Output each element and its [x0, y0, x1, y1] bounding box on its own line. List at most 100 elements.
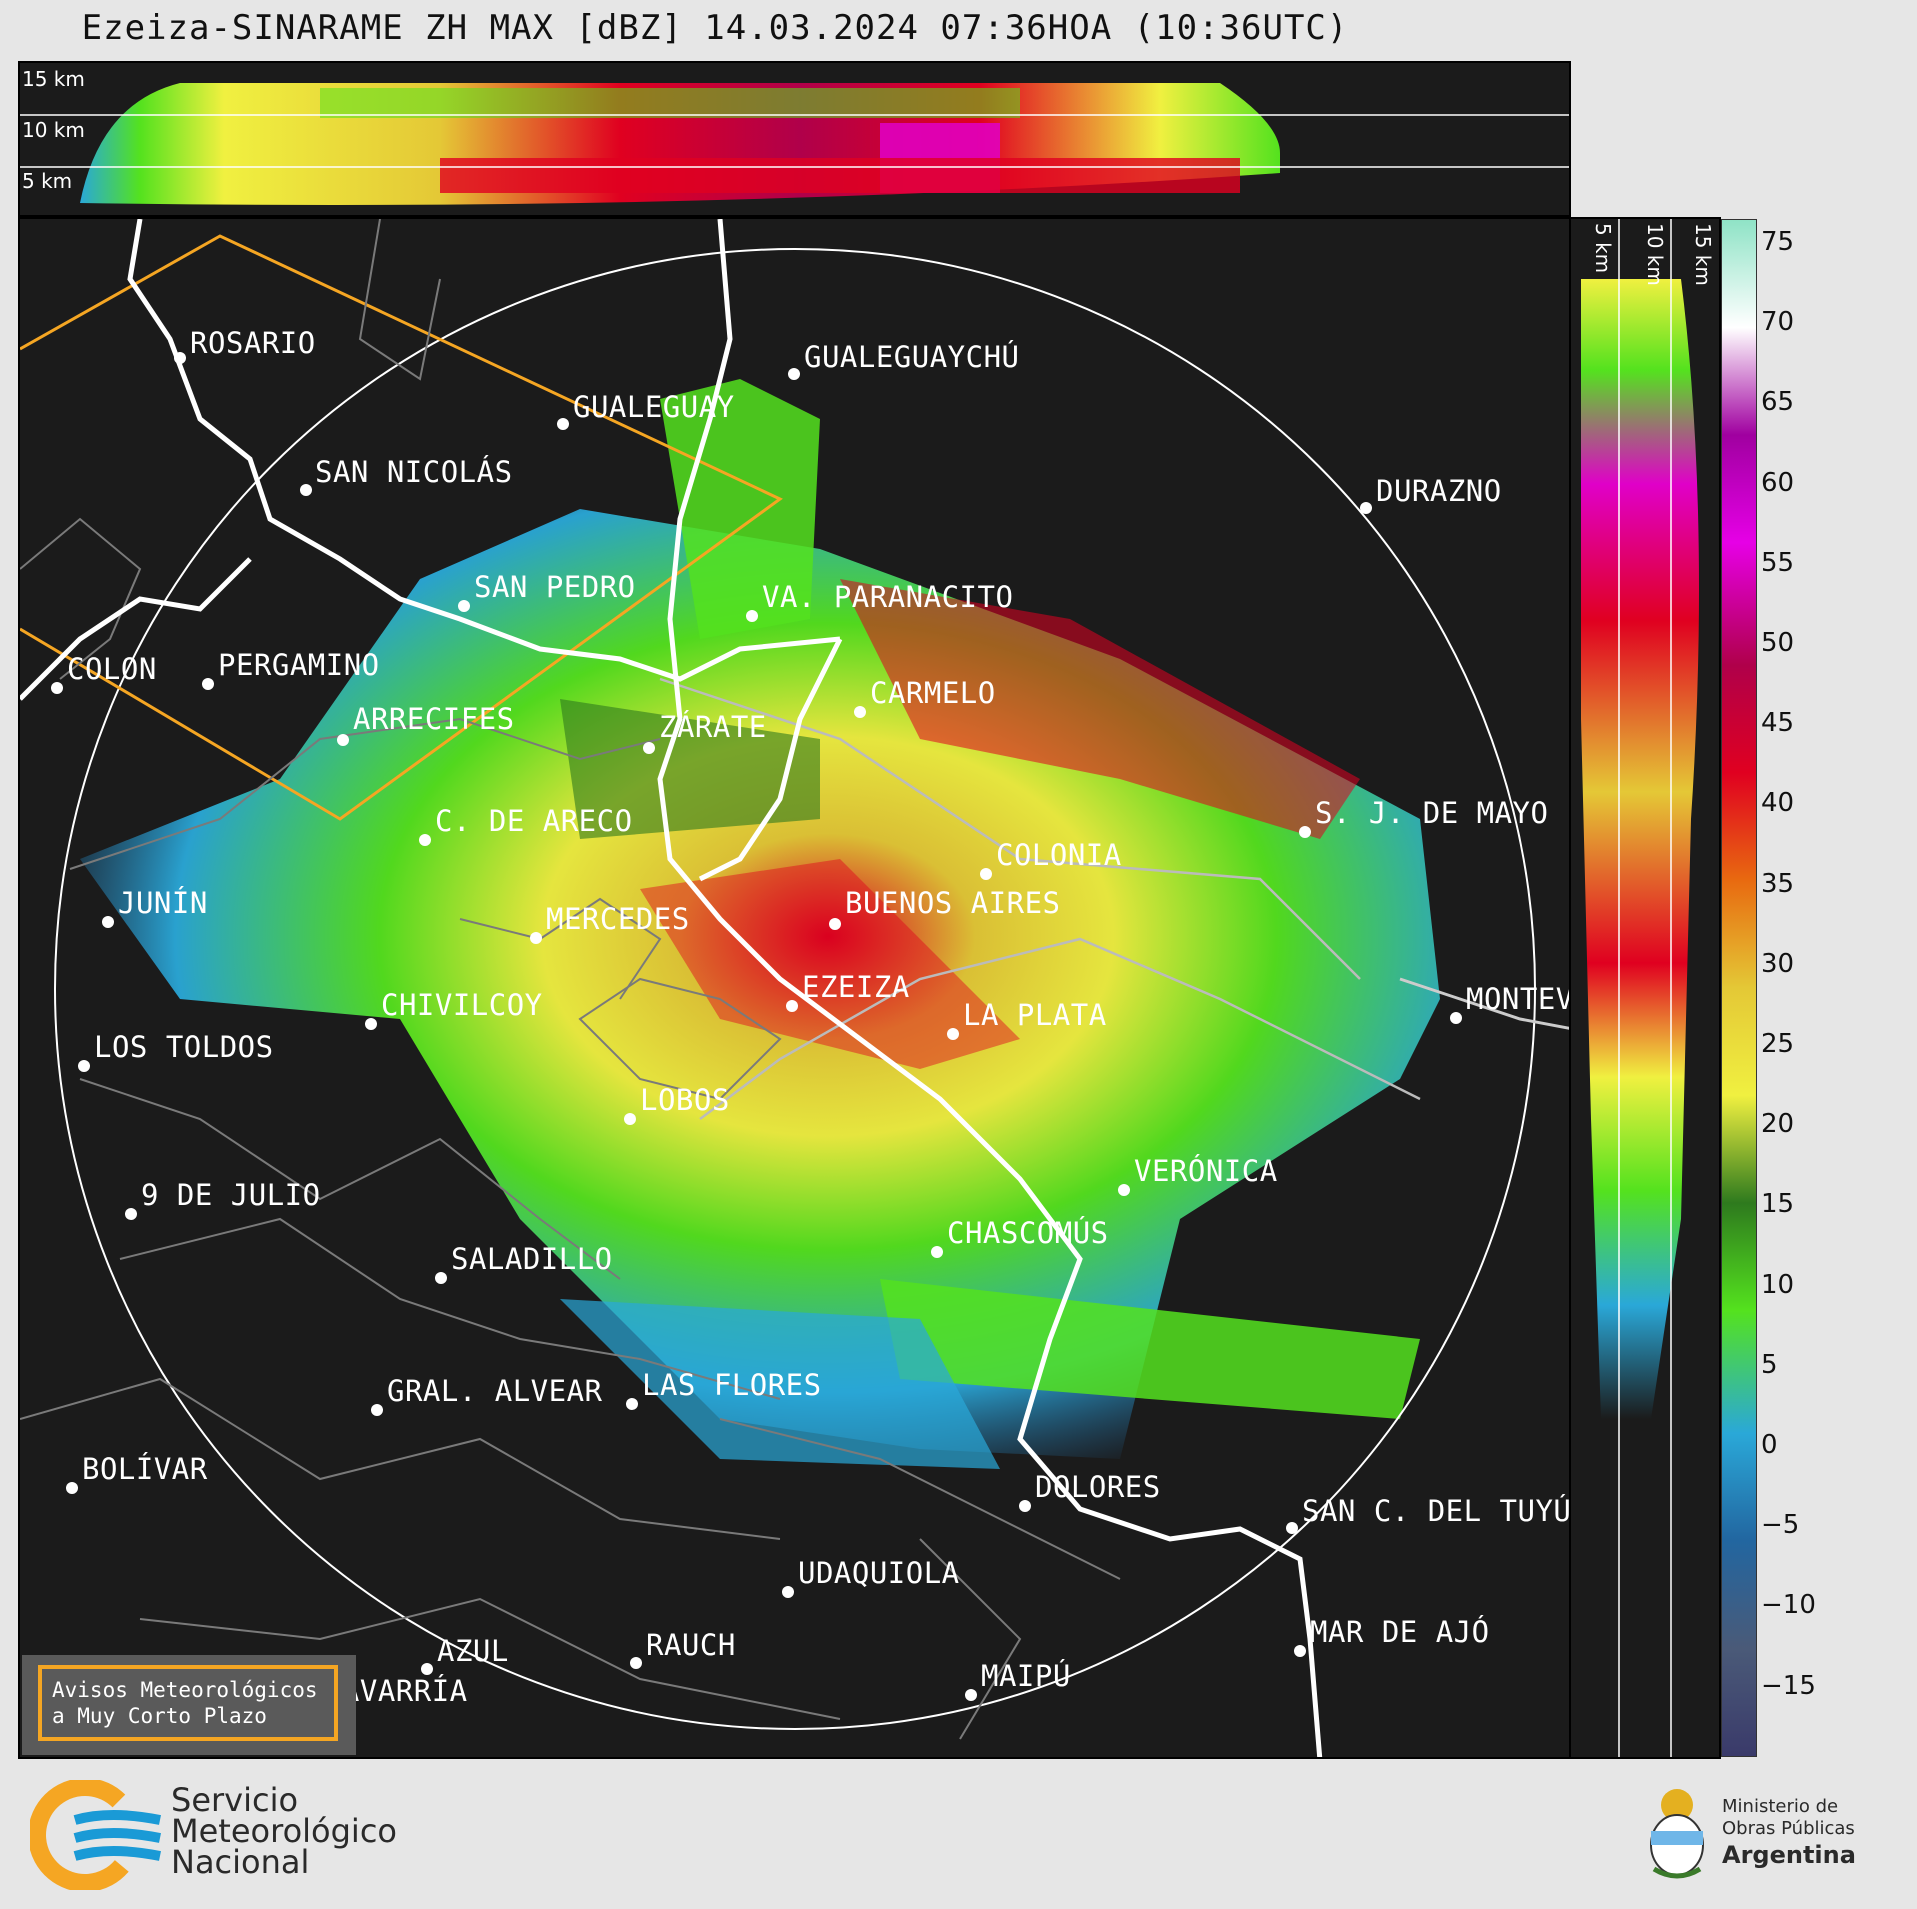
colorbar-tick-label: −15 — [1761, 1670, 1816, 1701]
colorbar-tick-label: 60 — [1761, 467, 1795, 498]
city-label: GUALEGUAYCHÚ — [804, 340, 1020, 374]
city-label: JUNÍN — [118, 886, 208, 920]
city-label: MERCEDES — [546, 902, 690, 936]
colorbar-tick-label: 15 — [1761, 1189, 1795, 1220]
city-marker — [1019, 1500, 1031, 1512]
city-label: 9 DE JULIO — [141, 1178, 321, 1212]
city-marker — [788, 368, 800, 380]
colorbar-tick-label: 0 — [1761, 1430, 1778, 1460]
colorbar-tick-label: 75 — [1761, 227, 1795, 257]
colorbar-tick-label: 25 — [1761, 1029, 1795, 1059]
city-marker — [102, 916, 114, 928]
city-label: S. J. DE MAYO — [1315, 796, 1549, 830]
city-marker — [931, 1246, 943, 1258]
smn-logo — [28, 1778, 170, 1894]
side-height-label-5: 5 km — [1591, 223, 1615, 274]
city-marker — [630, 1657, 642, 1669]
city-marker — [624, 1113, 636, 1125]
height-label-15: 15 km — [22, 67, 85, 91]
side-height-panel: 5 km 10 km 15 km — [1569, 217, 1721, 1759]
city-marker — [1450, 1012, 1462, 1024]
radar-map-canvas — [20, 219, 1569, 1757]
city-marker — [300, 484, 312, 496]
city-marker — [1118, 1184, 1130, 1196]
colorbar-tick-label: −10 — [1761, 1590, 1816, 1621]
city-label: COLONIA — [996, 838, 1122, 872]
city-label: MAIPÚ — [981, 1659, 1071, 1693]
city-label: ARRECIFES — [353, 702, 515, 736]
colorbar-tick-label: 10 — [1761, 1269, 1795, 1300]
top-height-panel: 15 km 10 km 5 km — [18, 61, 1571, 217]
city-marker — [365, 1018, 377, 1030]
city-label: CARMELO — [870, 676, 996, 710]
city-label: LAS FLORES — [642, 1368, 822, 1402]
colorbar-tick-label: 30 — [1761, 948, 1795, 979]
colorbar-tick-label: 35 — [1761, 868, 1795, 899]
city-label: CHASCOMÚS — [947, 1216, 1109, 1250]
city-marker — [1294, 1645, 1306, 1657]
colorbar-gradient — [1722, 220, 1756, 1756]
ministry-line-2: Obras Públicas — [1722, 1818, 1855, 1839]
city-marker — [435, 1272, 447, 1284]
city-label: BUENOS AIRES — [845, 886, 1061, 920]
city-marker — [965, 1689, 977, 1701]
colorbar-tick-label: 20 — [1761, 1109, 1795, 1140]
radar-map — [18, 217, 1571, 1759]
ministry-line-3: Argentina — [1722, 1841, 1856, 1869]
side-height-label-10: 10 km — [1643, 223, 1667, 286]
city-label: COLON — [67, 652, 157, 686]
colorbar-tick-label: −5 — [1761, 1510, 1800, 1541]
city-marker — [782, 1586, 794, 1598]
city-label: CHIVILCOY — [381, 988, 543, 1022]
city-marker — [786, 1000, 798, 1012]
city-label: RAUCH — [646, 1628, 736, 1662]
city-label: SAN PEDRO — [474, 570, 636, 604]
ministry-line-1: Ministerio de — [1722, 1796, 1839, 1817]
chart-title: Ezeiza-SINARAME ZH MAX [dBZ] 14.03.2024 … — [81, 8, 1349, 48]
colorbar-tick-label: 5 — [1761, 1349, 1778, 1380]
city-label: GUALEGUAY — [573, 390, 735, 424]
city-label: VA. PARANACITO — [762, 580, 1014, 614]
city-marker — [947, 1028, 959, 1040]
height-label-10: 10 km — [22, 118, 85, 142]
city-marker — [1299, 826, 1311, 838]
city-marker — [980, 868, 992, 880]
height-label-5: 5 km — [22, 169, 73, 193]
city-label: LOBOS — [640, 1083, 730, 1117]
city-label: AZUL — [437, 1634, 509, 1668]
side-height-echo — [1581, 219, 1699, 1757]
city-marker — [421, 1663, 433, 1675]
city-marker — [746, 610, 758, 622]
city-label: MAR DE AJÓ — [1310, 1615, 1490, 1649]
smn-wordmark: Servicio Meteorológico Nacional — [171, 1784, 397, 1881]
city-marker — [557, 418, 569, 430]
city-marker — [78, 1060, 90, 1072]
city-marker — [458, 600, 470, 612]
city-label: SAN NICOLÁS — [315, 455, 513, 489]
colorbar-tick-label: 40 — [1761, 788, 1795, 819]
colorbar-tick-label: 70 — [1761, 307, 1795, 338]
city-marker — [202, 678, 214, 690]
side-height-label-15: 15 km — [1691, 223, 1715, 286]
city-marker — [125, 1208, 137, 1220]
city-label: C. DE ARECO — [435, 804, 633, 838]
smn-line-3: Nacional — [171, 1843, 310, 1881]
city-label: DOLORES — [1035, 1470, 1161, 1504]
city-marker — [174, 352, 186, 364]
city-marker — [854, 706, 866, 718]
city-label: SALADILLO — [451, 1242, 613, 1276]
city-label: GRAL. ALVEAR — [387, 1374, 603, 1408]
colorbar-tick-label: 45 — [1761, 708, 1795, 739]
city-label: DURAZNO — [1376, 474, 1502, 508]
city-label: MONTEVIDEO — [1466, 982, 1571, 1016]
city-label: SAN C. DEL TUYÚ — [1302, 1494, 1571, 1528]
city-label: BOLÍVAR — [82, 1452, 208, 1486]
ministry-wordmark: Ministerio de Obras Públicas Argentina — [1722, 1796, 1856, 1870]
city-marker — [419, 834, 431, 846]
city-label: LA PLATA — [963, 998, 1107, 1032]
city-marker — [643, 742, 655, 754]
city-label: EZEIZA — [802, 970, 910, 1004]
city-label: ZÁRATE — [659, 710, 767, 744]
colorbar — [1721, 219, 1757, 1757]
smn-logo-icon — [28, 1778, 161, 1892]
